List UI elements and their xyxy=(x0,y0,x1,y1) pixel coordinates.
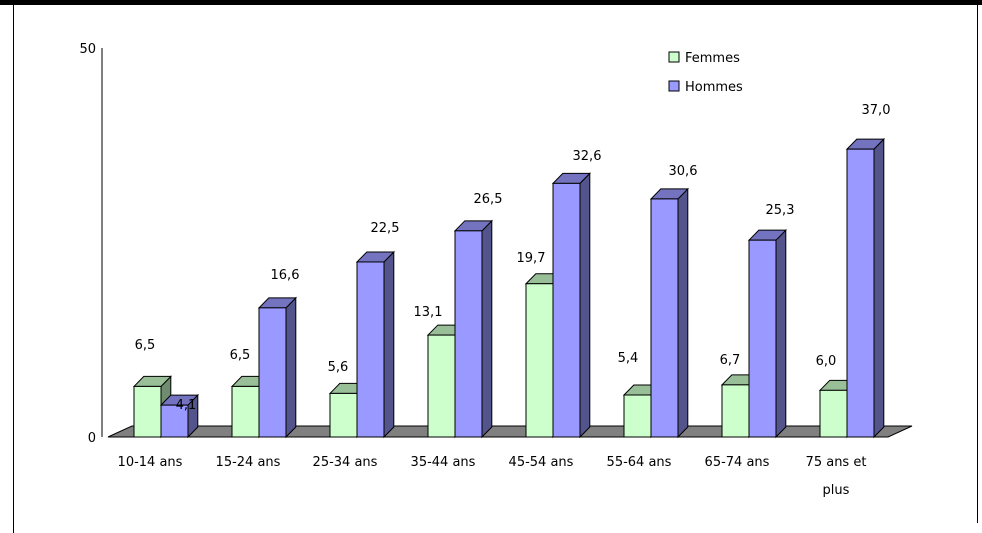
data-label-femmes: 6,0 xyxy=(816,354,837,369)
x-tick-label: 75 ans et xyxy=(806,455,867,470)
data-label-hommes: 25,3 xyxy=(766,203,795,218)
bar-hommes xyxy=(650,198,679,438)
data-label-hommes: 4,1 xyxy=(176,398,197,413)
bar-hommes xyxy=(846,148,875,438)
data-label-femmes: 19,7 xyxy=(517,251,546,266)
data-label-femmes: 5,6 xyxy=(328,360,349,375)
bar-hommes xyxy=(160,404,189,438)
bar-femmes xyxy=(427,334,456,438)
data-label-hommes: 32,6 xyxy=(573,149,602,164)
bar-side-hommes xyxy=(481,219,493,439)
legend-swatch-femmes xyxy=(668,51,680,63)
data-label-femmes: 6,5 xyxy=(230,348,251,363)
legend-swatch-hommes xyxy=(668,80,680,92)
bar-hommes xyxy=(454,230,483,438)
legend-label-femmes: Femmes xyxy=(685,51,740,66)
x-tick-label: 35-44 ans xyxy=(411,455,476,470)
data-label-hommes: 22,5 xyxy=(371,221,400,236)
bar-femmes xyxy=(133,385,162,438)
bar-side-hommes xyxy=(383,250,395,439)
chart-floor xyxy=(107,425,913,438)
x-tick-label: 10-14 ans xyxy=(118,455,183,470)
x-tick-label: 65-74 ans xyxy=(705,455,770,470)
bar-femmes xyxy=(231,385,260,438)
y-tick-label: 50 xyxy=(79,42,96,57)
bar-side-hommes xyxy=(579,172,591,439)
bar-hommes xyxy=(356,261,385,438)
bar-side-hommes xyxy=(285,296,297,439)
bar-femmes xyxy=(623,394,652,438)
data-label-femmes: 13,1 xyxy=(414,305,443,320)
chart-top-border xyxy=(0,0,982,5)
data-label-femmes: 5,4 xyxy=(618,351,639,366)
bar-side-hommes xyxy=(775,228,787,439)
bar-side-hommes xyxy=(677,187,689,439)
x-tick-label: 55-64 ans xyxy=(607,455,672,470)
bar-femmes xyxy=(721,384,750,438)
bar-femmes xyxy=(819,389,848,438)
bar-side-hommes xyxy=(873,137,885,439)
legend: Femmes Hommes xyxy=(668,51,743,95)
data-label-hommes: 26,5 xyxy=(474,192,503,207)
y-tick-label: 0 xyxy=(88,431,96,446)
x-tick-label: plus xyxy=(823,483,850,498)
legend-label-hommes: Hommes xyxy=(685,80,743,95)
bar-femmes xyxy=(329,392,358,438)
data-label-femmes: 6,5 xyxy=(135,338,156,353)
bar-hommes xyxy=(258,307,287,438)
bar-femmes xyxy=(525,283,554,438)
plot-area: 0 50 6,5 6,5 5,6 13,1 19,7 5,4 6,7 6,0 4,1 16,6 22,5… xyxy=(79,42,913,498)
x-tick-label: 45-54 ans xyxy=(509,455,574,470)
bar-hommes xyxy=(552,182,581,438)
data-label-hommes: 16,6 xyxy=(271,268,300,283)
data-label-hommes: 37,0 xyxy=(862,103,891,118)
data-label-hommes: 30,6 xyxy=(669,164,698,179)
x-tick-label: 25-34 ans xyxy=(313,455,378,470)
bar-hommes xyxy=(748,239,777,438)
data-label-femmes: 6,7 xyxy=(720,353,741,368)
x-tick-label: 15-24 ans xyxy=(216,455,281,470)
